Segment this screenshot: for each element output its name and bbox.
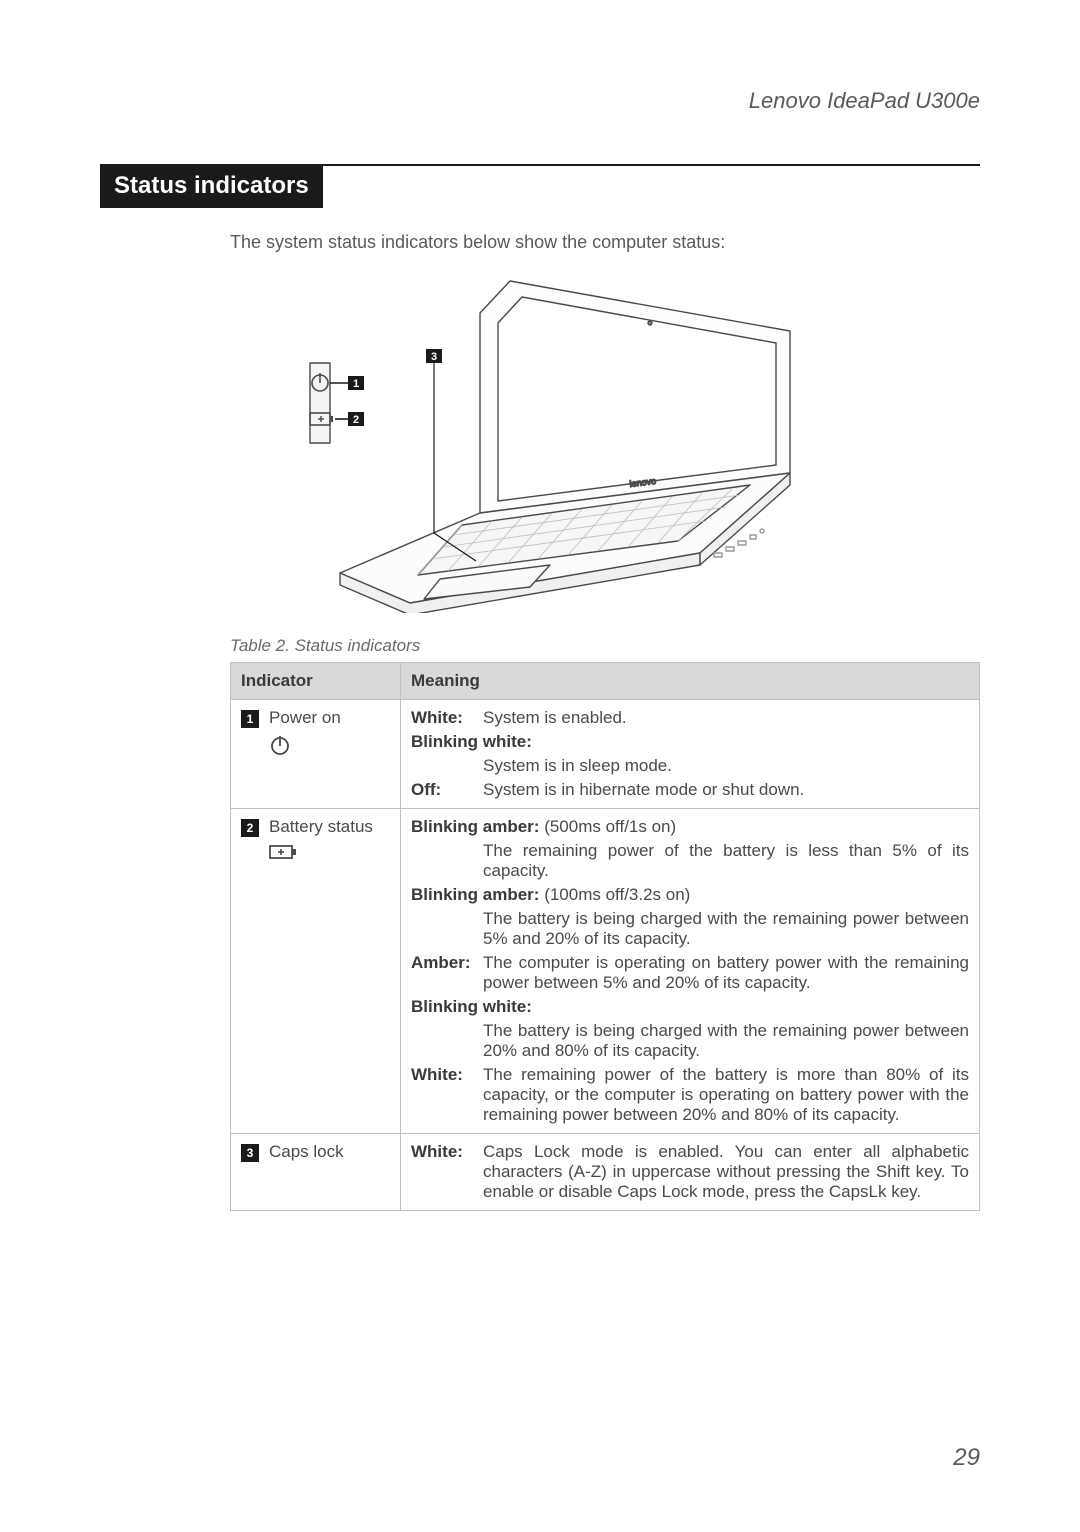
meaning-label: White: bbox=[411, 1142, 477, 1162]
meaning-label: Blinking white: bbox=[411, 732, 532, 751]
table-row: 3 Caps lock White: Caps Lock mode is enable… bbox=[231, 1134, 980, 1211]
meaning-text: The battery is being charged with the re… bbox=[411, 909, 969, 949]
meaning-label: Off: bbox=[411, 780, 477, 800]
table-row: 1 Power on White: System is enabled. Blinkin… bbox=[231, 700, 980, 809]
indicator-number-badge: 1 bbox=[241, 710, 259, 728]
meaning-text: The computer is operating on battery pow… bbox=[483, 953, 969, 993]
callout-3-label: 3 bbox=[431, 351, 437, 363]
meaning-label: Blinking amber: bbox=[411, 885, 539, 904]
meaning-text: The remaining power of the battery is mo… bbox=[483, 1065, 969, 1125]
meaning-text: Caps Lock mode is enabled. You can enter… bbox=[483, 1142, 969, 1202]
page-number: 29 bbox=[953, 1444, 980, 1472]
meaning-text: System is in hibernate mode or shut down… bbox=[483, 780, 969, 800]
meaning-text: The remaining power of the battery is le… bbox=[411, 841, 969, 881]
meaning-label: Blinking white: bbox=[411, 997, 532, 1016]
callout-2-label: 2 bbox=[353, 414, 359, 426]
table-caption: Table 2. Status indicators bbox=[230, 636, 980, 656]
indicator-name: Power on bbox=[269, 708, 390, 728]
meaning-text: System is enabled. bbox=[483, 708, 969, 728]
status-indicators-table: Indicator Meaning 1 Power on White: System … bbox=[230, 662, 980, 1211]
indicator-name: Battery status bbox=[269, 817, 390, 837]
meaning-label: White: bbox=[411, 708, 477, 728]
callout-1-label: 1 bbox=[353, 378, 359, 390]
indicator-number-badge: 2 bbox=[241, 819, 259, 837]
meaning-text: System is in sleep mode. bbox=[411, 756, 969, 776]
laptop-figure: lenovo 1 2 bbox=[100, 273, 980, 618]
meaning-text: (500ms off/1s on) bbox=[539, 817, 676, 836]
indicator-number-badge: 3 bbox=[241, 1144, 259, 1162]
meaning-label: Blinking amber: bbox=[411, 817, 539, 836]
section-heading: Status indicators bbox=[100, 166, 323, 208]
header-product-title: Lenovo IdeaPad U300e bbox=[100, 88, 980, 114]
table-header-indicator: Indicator bbox=[231, 663, 401, 700]
power-icon bbox=[269, 734, 291, 756]
meaning-label: Amber: bbox=[411, 953, 477, 973]
meaning-text: (100ms off/3.2s on) bbox=[539, 885, 690, 904]
table-row: 2 Battery status Blinking amber: (500ms of… bbox=[231, 809, 980, 1134]
table-header-meaning: Meaning bbox=[401, 663, 980, 700]
meaning-label: White: bbox=[411, 1065, 477, 1085]
section-intro-text: The system status indicators below show … bbox=[230, 232, 980, 253]
battery-icon bbox=[269, 843, 299, 861]
indicator-name: Caps lock bbox=[269, 1142, 390, 1162]
meaning-text: The battery is being charged with the re… bbox=[411, 1021, 969, 1061]
